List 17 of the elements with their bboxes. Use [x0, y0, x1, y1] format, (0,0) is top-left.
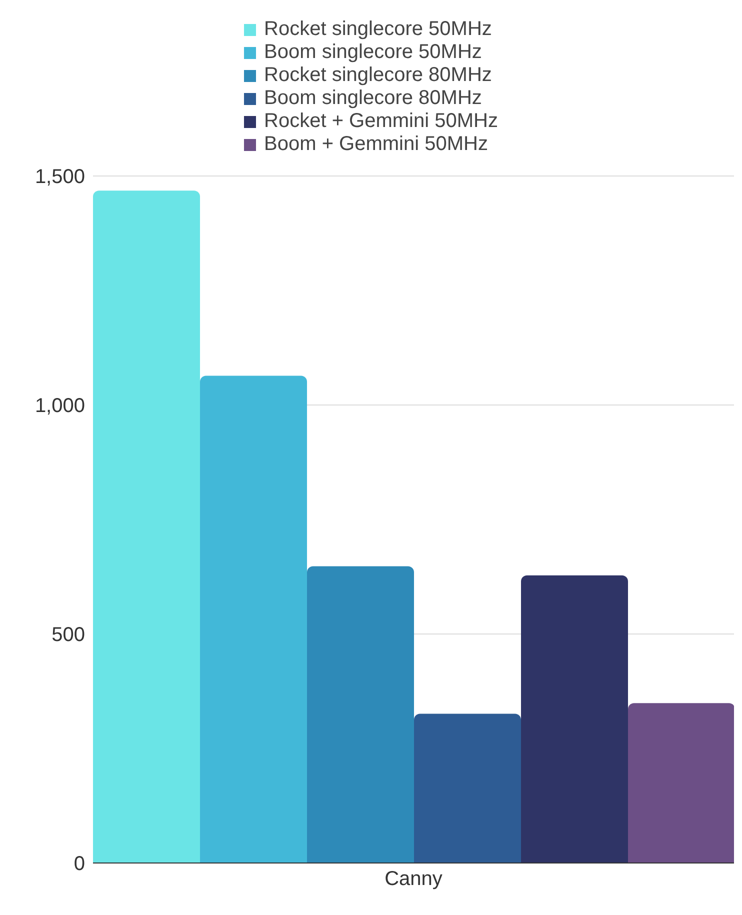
y-tick-label: 1,000: [34, 395, 85, 418]
bar: [521, 575, 628, 863]
legend-label: Boom singlecore 80MHz: [264, 87, 482, 110]
legend-label: Rocket singlecore 50MHz: [264, 18, 492, 41]
y-tick-label: 500: [52, 624, 85, 646]
bar: [93, 190, 200, 863]
x-tick-label: Canny: [384, 868, 442, 890]
legend-label: Boom singlecore 50MHz: [264, 41, 482, 64]
legend-label: Rocket + Gemmini 50MHz: [264, 110, 498, 133]
bar: [414, 714, 521, 863]
bar: [307, 566, 414, 863]
y-tick-label: 0: [74, 853, 85, 876]
legend-label: Rocket singlecore 80MHz: [264, 64, 492, 87]
legend-label: Boom + Gemmini 50MHz: [264, 133, 488, 156]
bar: [628, 703, 734, 863]
y-tick-label: 1,500: [34, 166, 85, 188]
bar: [200, 376, 307, 863]
